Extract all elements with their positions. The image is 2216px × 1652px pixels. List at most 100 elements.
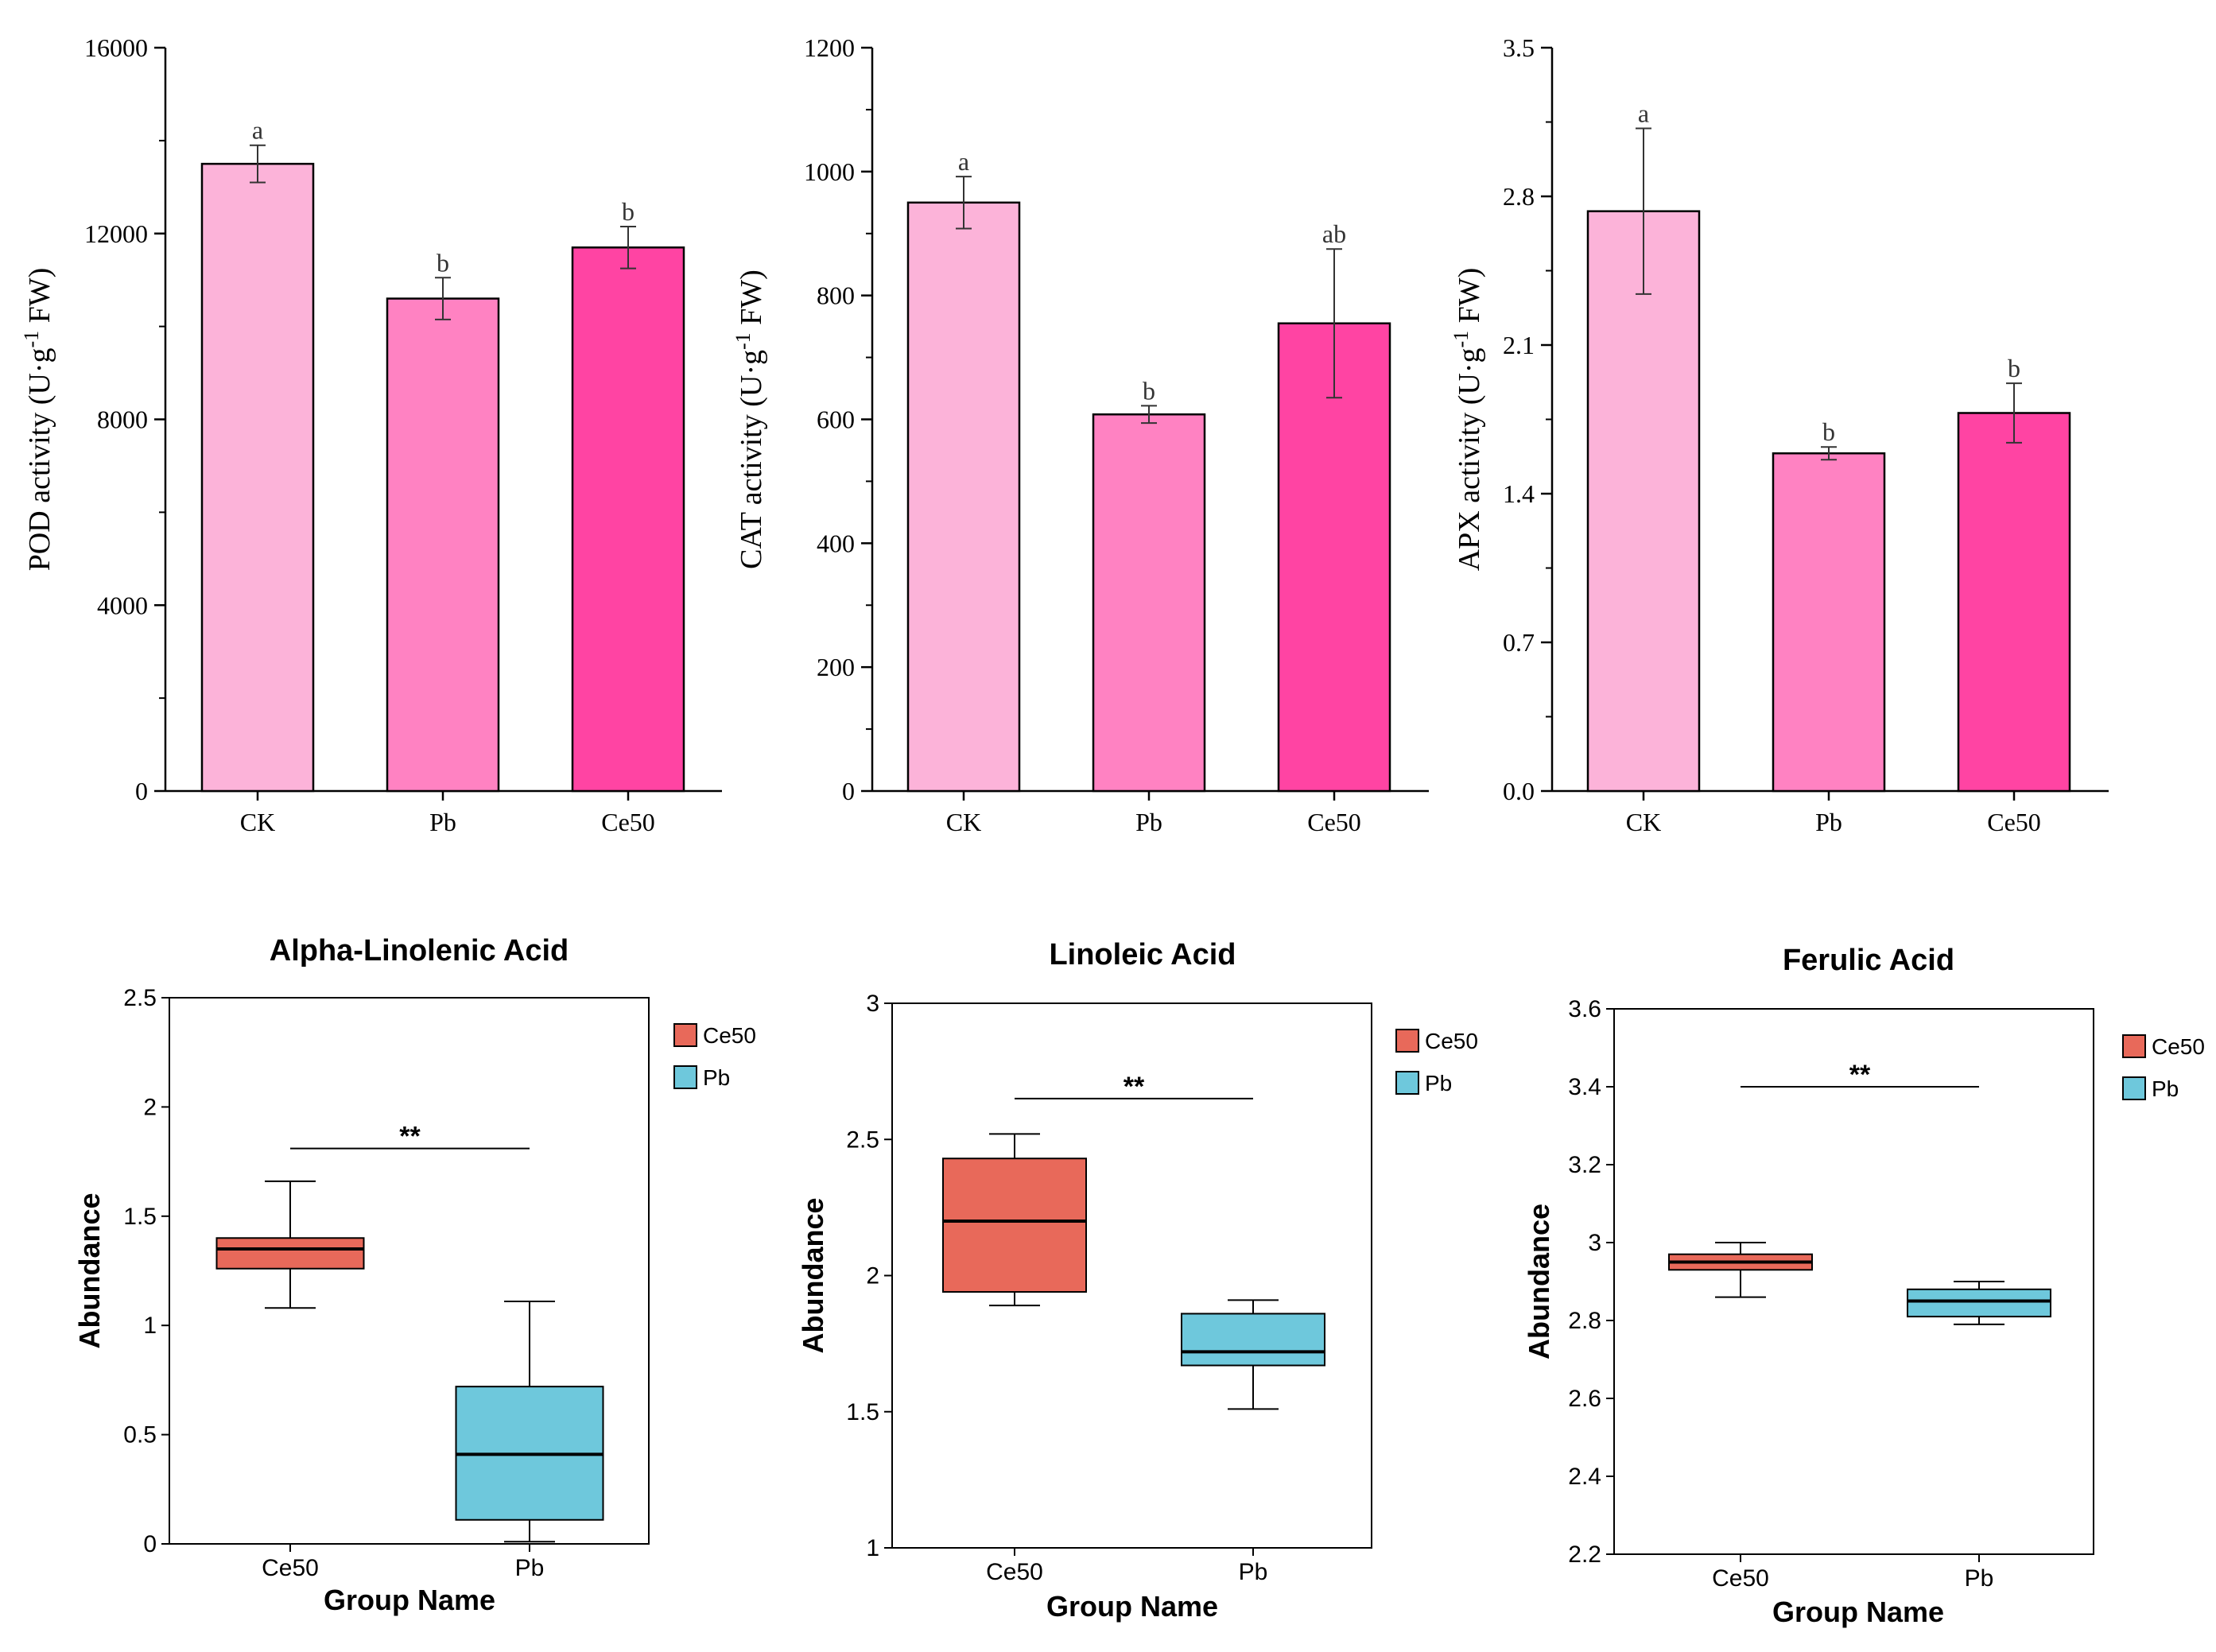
significance-marker: ** (1849, 1060, 1871, 1090)
x-tick-label: Pb (515, 1555, 545, 1581)
y-tick-label: 3 (866, 991, 879, 1017)
y-tick-label: 2.1 (1503, 331, 1535, 359)
y-tick-label: 0 (842, 777, 855, 805)
box-chart-1: Alpha-Linolenic Acid 0 0.5 1 1.5 2 2.5 Ce50 Pb **… (73, 934, 756, 1616)
bar-ce50 (1277, 322, 1391, 793)
x-axis-label: Group Name (324, 1584, 495, 1616)
y-tick-label: 2.5 (123, 985, 157, 1011)
x-tick-label: Ce50 (1987, 808, 2041, 836)
y-tick-label: 1.5 (123, 1204, 157, 1230)
y-tick-label: 3.2 (1568, 1152, 1601, 1178)
y-tick-label: 2.6 (1568, 1386, 1601, 1412)
x-tick-label: CK (1626, 808, 1661, 836)
y-axis-label: POD activity (U·g-1 FW) (20, 268, 57, 572)
significance-letter: a (1638, 99, 1649, 128)
legend-label: Ce50 (2152, 1034, 2205, 1059)
y-tick-label: 3 (1588, 1230, 1601, 1256)
legend-swatch-ce50 (2122, 1034, 2146, 1058)
bar-ck (906, 201, 1021, 793)
y-tick-label: 3.6 (1568, 996, 1601, 1022)
y-axis-label: CAT activity (U·g-1 FW) (732, 270, 769, 569)
legend-swatch-ce50 (1395, 1029, 1419, 1053)
chart-title: Ferulic Acid (1783, 944, 1954, 977)
x-tick-label: Pb (1965, 1565, 1994, 1592)
significance-marker: ** (399, 1122, 421, 1152)
bar-chart-3: 0.0 0.7 1.4 2.1 2.8 3.5 a CK b Pb b Ce50 APX activit… (1450, 33, 2109, 836)
legend-swatch-ce50 (673, 1023, 697, 1047)
x-tick-label: Pb (1815, 808, 1842, 836)
significance-letter: ab (1322, 219, 1346, 248)
legend-label: Ce50 (703, 1023, 756, 1048)
box-ce50 (215, 1237, 365, 1270)
bar-ck (1586, 210, 1701, 793)
y-tick-label: 2.5 (846, 1127, 879, 1153)
y-tick-label: 1 (866, 1535, 879, 1561)
box-ce50 (942, 1158, 1087, 1293)
y-tick-label: 2.4 (1568, 1464, 1601, 1490)
x-tick-label: Pb (1135, 808, 1162, 836)
y-tick-label: 1200 (804, 33, 855, 62)
chart-title: Linoleic Acid (1049, 938, 1236, 971)
bar-ce50 (1957, 412, 2071, 793)
y-tick-label: 800 (817, 281, 855, 310)
significance-letter: a (252, 116, 263, 145)
x-tick-label: CK (240, 808, 275, 836)
legend-label: Pb (703, 1065, 730, 1090)
bar-pb (386, 297, 500, 793)
legend-label: Ce50 (1425, 1029, 1478, 1053)
y-tick-label: 1.5 (846, 1399, 879, 1425)
significance-letter: b (1822, 417, 1835, 446)
y-axis-label: APX activity (U·g-1 FW) (1450, 268, 1487, 572)
y-tick-label: 16000 (84, 33, 148, 62)
y-tick-label: 1.4 (1503, 479, 1535, 508)
y-axis-label: Abundance (1523, 1204, 1555, 1359)
bar-pb (1092, 413, 1206, 793)
y-tick-label: 200 (817, 653, 855, 681)
legend-swatch-pb (2122, 1076, 2146, 1100)
significance-letter: b (437, 248, 449, 277)
y-axis-label: Abundance (73, 1192, 106, 1348)
y-tick-label: 2.2 (1568, 1541, 1601, 1568)
box-chart-2: Linoleic Acid 1 1.5 2 2.5 3 Ce50 Pb ** Group Name… (797, 938, 1478, 1623)
x-tick-label: Pb (429, 808, 456, 836)
y-tick-label: 600 (817, 405, 855, 434)
plot-frame (1613, 1008, 2094, 1555)
legend-swatch-pb (1395, 1071, 1419, 1095)
y-tick-label: 0 (135, 777, 148, 805)
y-tick-label: 8000 (97, 405, 148, 434)
bar-pb (1772, 452, 1886, 793)
x-tick-label: Pb (1239, 1559, 1268, 1585)
y-tick-label: 0 (143, 1531, 157, 1557)
y-tick-label: 400 (817, 529, 855, 557)
x-tick-label: Ce50 (262, 1555, 319, 1581)
y-tick-label: 3.4 (1568, 1074, 1601, 1100)
x-tick-label: CK (946, 808, 981, 836)
x-axis-label: Group Name (1772, 1596, 1944, 1628)
y-tick-label: 2.8 (1503, 182, 1535, 211)
y-tick-label: 2 (143, 1094, 157, 1120)
y-tick-label: 4000 (97, 591, 148, 619)
y-tick-label: 0.0 (1503, 777, 1535, 805)
plot-frame (169, 997, 650, 1545)
y-tick-label: 12000 (84, 219, 148, 248)
x-tick-label: Ce50 (1307, 808, 1361, 836)
bar-ck (200, 162, 315, 793)
legend-label: Pb (1425, 1071, 1452, 1096)
box-chart-3: Ferulic Acid 2.2 2.4 2.6 2.8 3 3.2 3.4 3.6 Ce50 Pb… (1523, 944, 2205, 1628)
bar-chart-2: 0 200 400 600 800 1000 1200 a CK b Pb ab Ce50 CAT act… (732, 33, 1429, 836)
y-tick-label: 2.8 (1568, 1308, 1601, 1334)
x-tick-label: Ce50 (1712, 1565, 1769, 1592)
significance-letter: b (2008, 354, 2020, 382)
legend-swatch-pb (673, 1065, 697, 1089)
significance-letter: a (958, 147, 969, 176)
significance-marker: ** (1124, 1072, 1145, 1102)
bar-chart-1: 0 4000 8000 12000 16000 a CK b Pb b Ce50 POD activi… (20, 33, 722, 836)
chart-title: Alpha-Linolenic Acid (270, 934, 569, 968)
y-tick-label: 1 (143, 1313, 157, 1339)
y-tick-label: 0.7 (1503, 628, 1535, 657)
y-tick-label: 3.5 (1503, 33, 1535, 62)
x-tick-label: Ce50 (601, 808, 655, 836)
x-tick-label: Ce50 (986, 1559, 1043, 1585)
y-axis-label: Abundance (797, 1197, 829, 1353)
